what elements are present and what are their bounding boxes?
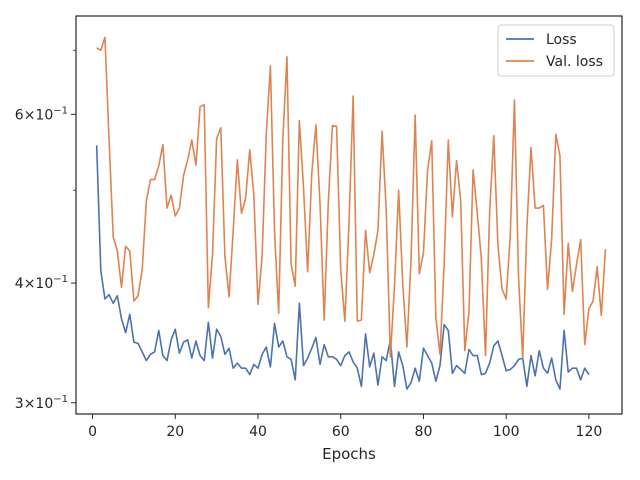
x-tick-label: 0 [88,424,97,440]
plot-frame [75,15,623,415]
y-tick-label: 3×10−1 [15,394,68,412]
series-line-loss [95,145,590,390]
x-tick-label: 120 [576,424,603,440]
legend-label: Loss [546,32,577,48]
x-tick-label: 40 [249,424,267,440]
legend-label: Val. loss [546,54,603,70]
x-tick-label: 20 [166,424,184,440]
x-axis-label: Epochs [322,445,376,463]
x-tick-label: 60 [332,424,350,440]
x-tick-label: 100 [493,424,520,440]
x-axis-ticks: 0 20 40 60 80 100 120 [88,414,602,440]
legend: Loss Val. loss [497,24,615,77]
y-tick-label: 6×10−1 [15,105,68,123]
series-line-val-loss [96,36,607,359]
legend-box [497,24,615,77]
y-axis-ticks: 3×10−1 4×10−1 6×10−1 [15,49,76,412]
x-tick-label: 80 [415,424,433,440]
series-layer [95,36,607,390]
y-tick-label: 4×10−1 [15,274,68,292]
